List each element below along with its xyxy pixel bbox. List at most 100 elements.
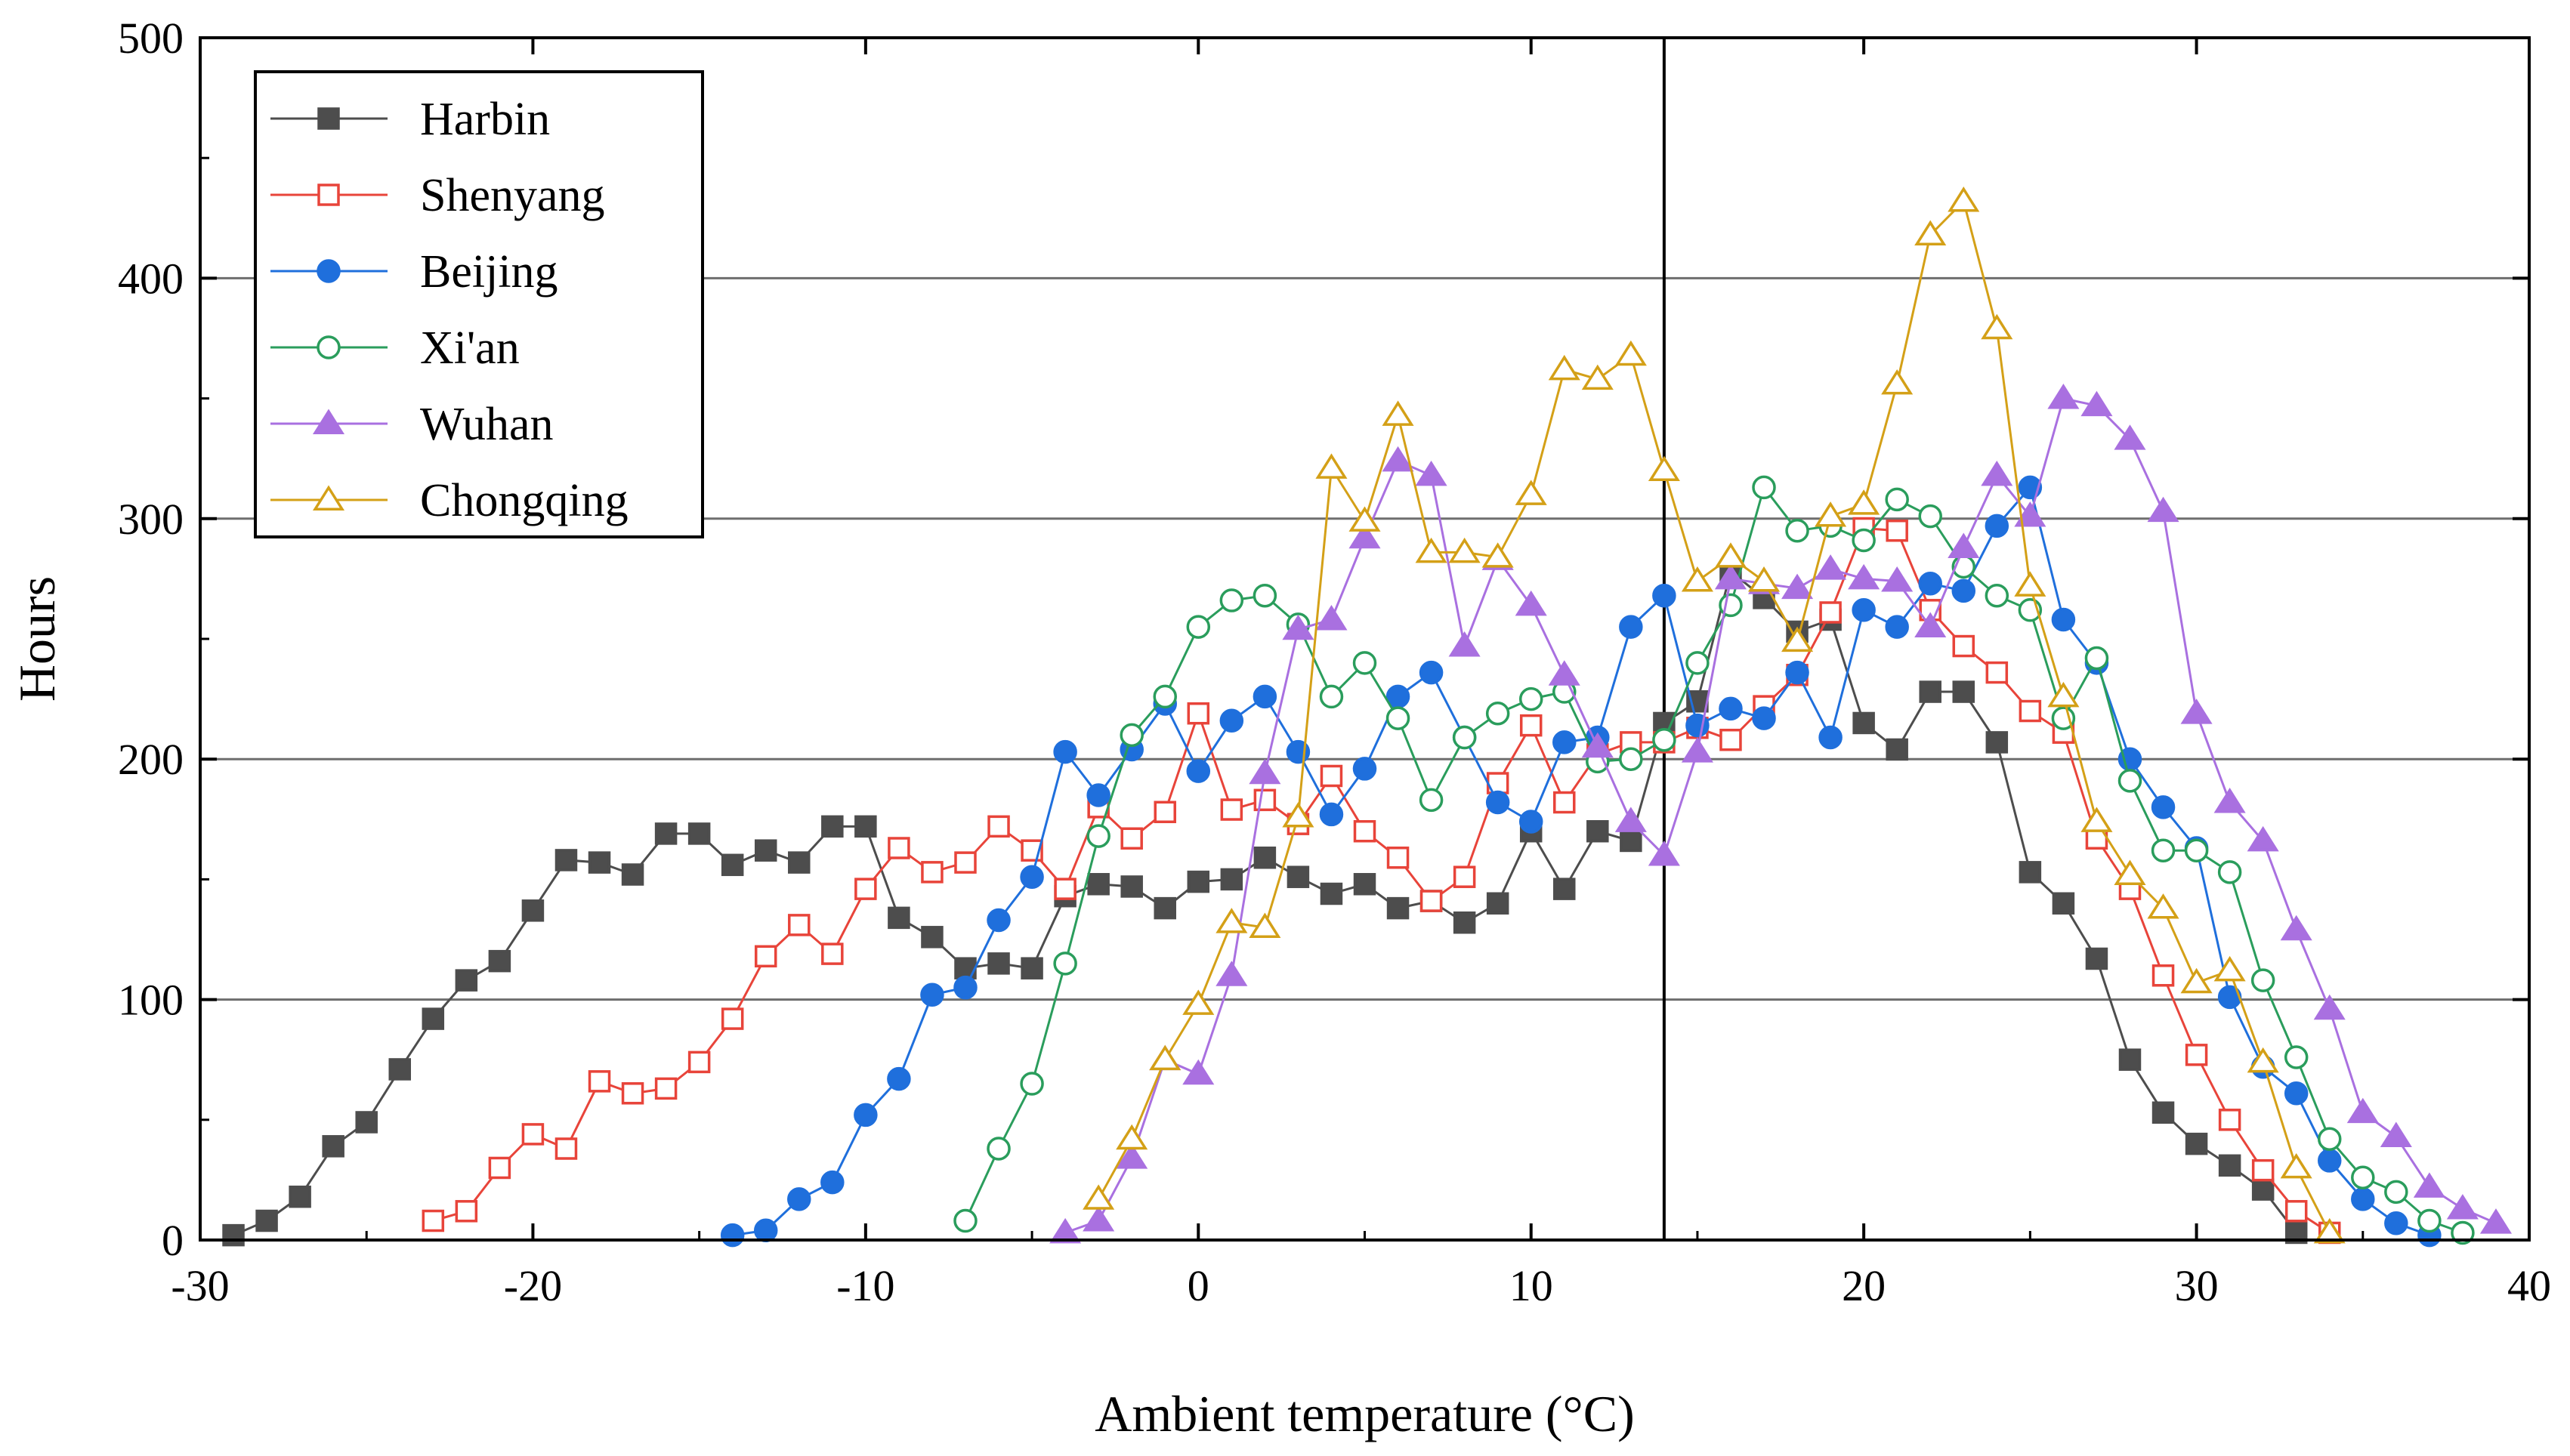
data-point	[1918, 504, 1942, 529]
data-point	[1348, 506, 1381, 532]
x-tick-label: -10	[836, 1261, 894, 1310]
legend-marker	[317, 259, 341, 283]
data-point	[2218, 1109, 2241, 1131]
data-point	[2084, 646, 2109, 671]
data-point	[754, 945, 777, 968]
data-point	[1186, 759, 1211, 783]
series-line	[432, 526, 2331, 1234]
data-point	[2151, 838, 2176, 862]
data-point	[1951, 578, 1976, 603]
data-point	[1253, 846, 1277, 869]
data-point	[1886, 738, 1908, 761]
data-point	[1752, 475, 1776, 500]
data-point	[1648, 455, 1680, 482]
data-point	[2019, 699, 2042, 723]
data-point	[1382, 400, 1414, 426]
data-point	[2213, 955, 2246, 982]
legend-label: Chongqing	[420, 475, 629, 526]
data-point	[1781, 573, 1814, 600]
data-point	[1581, 364, 1614, 390]
data-point	[1253, 788, 1277, 812]
data-point	[1652, 583, 1676, 608]
data-point	[1116, 1124, 1148, 1150]
data-point	[2147, 893, 2179, 919]
data-point	[1385, 706, 1410, 730]
data-point	[1948, 532, 1980, 558]
data-point	[2218, 1154, 2241, 1177]
data-point	[1852, 711, 1875, 735]
data-point	[1952, 680, 1975, 703]
data-point	[1219, 708, 1244, 733]
data-point	[1419, 660, 1444, 685]
data-point	[2213, 787, 2246, 813]
data-point	[1352, 651, 1377, 675]
data-point	[1685, 651, 1710, 675]
data-point	[2280, 1152, 2312, 1179]
data-point	[355, 1111, 378, 1134]
data-point	[1320, 882, 1343, 905]
data-point	[2280, 915, 2312, 941]
data-point	[1519, 714, 1543, 737]
data-point	[1852, 598, 1876, 622]
data-point	[1049, 1217, 1082, 1244]
data-point	[2014, 501, 2046, 527]
data-point	[1448, 537, 1481, 563]
x-tick-label: 10	[1509, 1261, 1553, 1310]
data-point	[2151, 964, 2175, 987]
data-point	[1352, 757, 1377, 781]
data-point	[1187, 870, 1210, 893]
data-point	[2080, 390, 2113, 417]
data-point	[2313, 1217, 2346, 1244]
data-point	[1353, 819, 1376, 843]
data-point	[1914, 220, 1947, 246]
data-point	[2284, 1200, 2308, 1223]
data-point	[1819, 601, 1842, 624]
data-point	[588, 851, 611, 874]
data-point	[1186, 615, 1211, 639]
y-axis-title: Hours	[8, 576, 66, 702]
data-point	[422, 1209, 445, 1232]
data-point	[1719, 696, 1743, 721]
data-point	[1781, 626, 1814, 652]
data-point	[2180, 699, 2213, 724]
legend-label: Shenyang	[420, 170, 605, 221]
data-point	[1815, 501, 1847, 527]
data-point	[953, 975, 978, 1000]
data-point	[1818, 725, 1843, 750]
data-point	[2180, 967, 2213, 994]
data-point	[1386, 896, 1410, 920]
data-point	[1981, 460, 2013, 486]
data-point	[1785, 660, 1809, 685]
data-point	[921, 926, 944, 949]
data-point	[1614, 807, 1647, 832]
data-point	[2217, 860, 2242, 884]
data-point	[1154, 800, 1176, 823]
legend-item: Xi'an	[270, 322, 520, 374]
data-point	[222, 1223, 245, 1247]
data-point	[2317, 1149, 2342, 1173]
data-point	[1182, 1059, 1215, 1085]
data-point	[1848, 563, 1880, 590]
data-point	[2247, 1047, 2279, 1073]
legend-marker	[317, 107, 340, 130]
data-point	[821, 815, 844, 838]
data-point	[2114, 859, 2146, 885]
data-point	[1249, 912, 1281, 939]
data-point	[1515, 590, 1547, 616]
data-point	[1553, 791, 1576, 814]
data-point	[2413, 1172, 2445, 1198]
legend-marker	[317, 184, 340, 206]
x-tick-label: 0	[1188, 1261, 1209, 1310]
data-point	[1282, 614, 1314, 640]
data-point	[1518, 810, 1543, 834]
data-point	[1948, 186, 1980, 212]
data-point	[1087, 873, 1110, 896]
data-point	[1448, 631, 1481, 657]
data-point	[1714, 563, 1747, 590]
data-point	[1919, 680, 1941, 703]
data-point	[953, 1208, 978, 1233]
data-point	[2384, 1180, 2408, 1205]
data-point	[455, 1200, 478, 1223]
